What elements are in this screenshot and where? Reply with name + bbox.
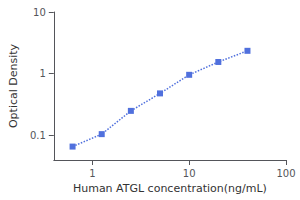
- svg-text:10: 10: [33, 7, 46, 18]
- svg-text:1: 1: [89, 168, 95, 179]
- svg-text:10: 10: [183, 168, 196, 179]
- svg-text:0.1: 0.1: [30, 130, 46, 141]
- svg-text:Human ATGL concentration(ng/mL: Human ATGL concentration(ng/mL): [73, 182, 267, 195]
- svg-text:100: 100: [276, 168, 295, 179]
- svg-text:1: 1: [39, 68, 45, 79]
- svg-text:Optical Density: Optical Density: [7, 43, 20, 128]
